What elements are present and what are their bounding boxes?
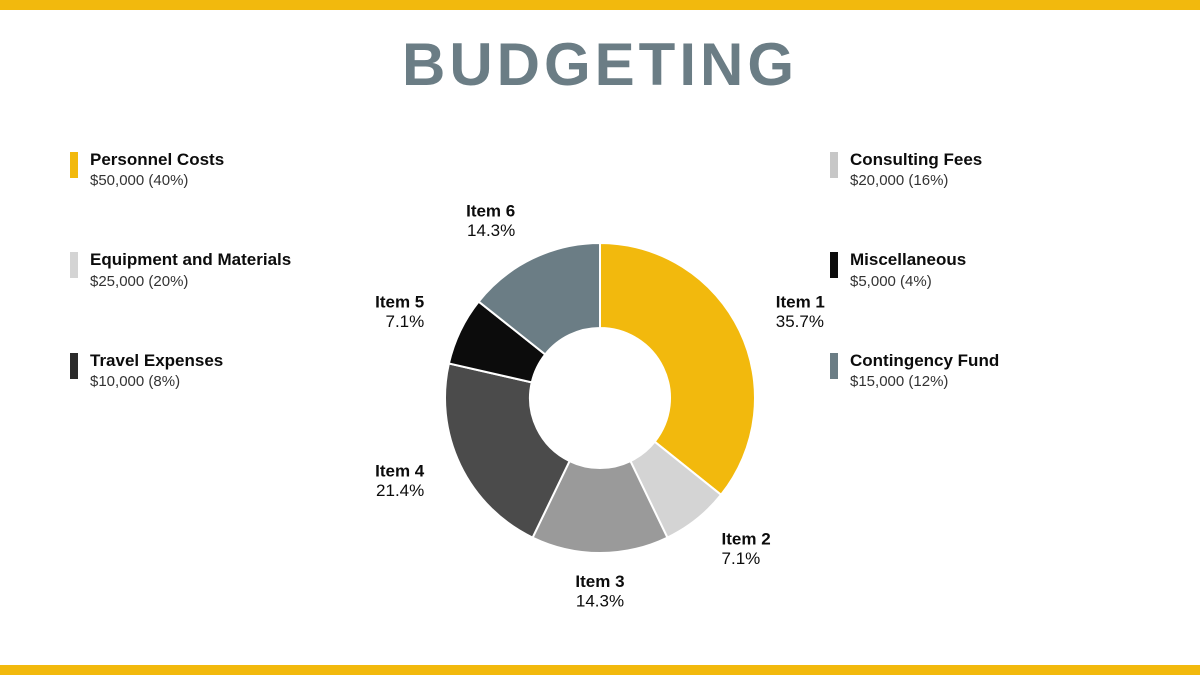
donut-hole (530, 328, 670, 468)
legend-value: $25,000 (20%) (90, 273, 291, 291)
legend-value: $50,000 (40%) (90, 172, 224, 190)
legend-value: $20,000 (16%) (850, 172, 982, 190)
slice-label: Item 421.4% (375, 461, 425, 500)
legend-item: Miscellaneous $5,000 (4%) (830, 250, 1130, 290)
legend-value: $15,000 (12%) (850, 373, 999, 391)
top-accent-bar (0, 0, 1200, 10)
slice-label: Item 57.1% (375, 292, 424, 331)
legend-value: $5,000 (4%) (850, 273, 966, 291)
slice-label: Item 135.7% (776, 292, 825, 331)
legend-item: Personnel Costs $50,000 (40%) (70, 150, 370, 190)
legend-item: Travel Expenses $10,000 (8%) (70, 351, 370, 391)
legend-name: Consulting Fees (850, 150, 982, 170)
legend-swatch (70, 152, 78, 178)
slice-label: Item 314.3% (575, 572, 624, 611)
content-area: Personnel Costs $50,000 (40%) Equipment … (0, 120, 1200, 655)
donut-chart-svg: Item 135.7% Item 27.1% Item 314.3% Item 421… (350, 138, 850, 638)
legend-item: Consulting Fees $20,000 (16%) (830, 150, 1130, 190)
bottom-accent-bar (0, 665, 1200, 675)
legend-item: Contingency Fund $15,000 (12%) (830, 351, 1130, 391)
legend-right-column: Consulting Fees $20,000 (16%) Miscellane… (830, 150, 1130, 391)
legend-name: Contingency Fund (850, 351, 999, 371)
legend-text: Miscellaneous $5,000 (4%) (850, 250, 966, 290)
donut-chart: Item 135.7% Item 27.1% Item 314.3% Item 421… (350, 138, 850, 638)
legend-name: Personnel Costs (90, 150, 224, 170)
legend-text: Personnel Costs $50,000 (40%) (90, 150, 224, 190)
legend-item: Equipment and Materials $25,000 (20%) (70, 250, 370, 290)
legend-text: Travel Expenses $10,000 (8%) (90, 351, 223, 391)
legend-name: Equipment and Materials (90, 250, 291, 270)
slice-label: Item 27.1% (722, 529, 771, 568)
legend-name: Miscellaneous (850, 250, 966, 270)
legend-name: Travel Expenses (90, 351, 223, 371)
legend-left-column: Personnel Costs $50,000 (40%) Equipment … (70, 150, 370, 391)
legend-swatch (70, 353, 78, 379)
legend-swatch (70, 252, 78, 278)
legend-value: $10,000 (8%) (90, 373, 223, 391)
legend-text: Consulting Fees $20,000 (16%) (850, 150, 982, 190)
legend-text: Equipment and Materials $25,000 (20%) (90, 250, 291, 290)
page-title: BUDGETING (0, 30, 1200, 99)
legend-text: Contingency Fund $15,000 (12%) (850, 351, 999, 391)
slice-label: Item 614.3% (466, 201, 515, 240)
